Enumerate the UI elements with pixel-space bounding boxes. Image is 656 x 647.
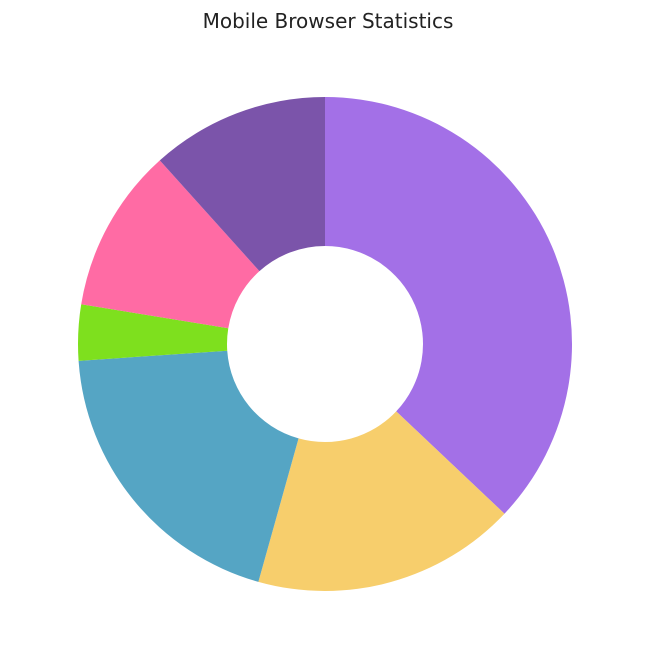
donut-slice-6[interactable] — [159, 97, 325, 272]
donut-slice-4[interactable] — [77, 304, 229, 361]
donut-slice-1[interactable] — [325, 97, 572, 514]
chart-title: Mobile Browser Statistics — [202, 9, 454, 33]
donut-slice-5[interactable] — [81, 160, 260, 329]
donut-slice-3[interactable] — [78, 350, 299, 582]
donut-slices — [77, 97, 572, 591]
donut-slice-2[interactable] — [258, 411, 505, 591]
